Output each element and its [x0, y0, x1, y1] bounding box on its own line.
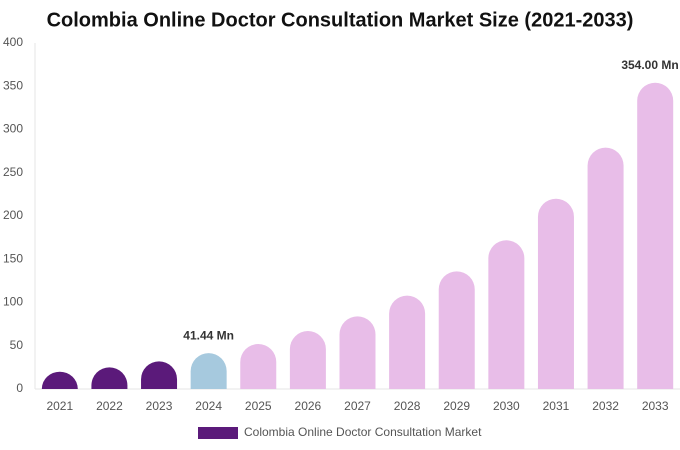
x-tick-label: 2031 — [543, 399, 570, 413]
chart-title: Colombia Online Doctor Consultation Mark… — [47, 9, 634, 31]
x-tick-label: 2026 — [295, 399, 322, 413]
bar — [637, 82, 674, 389]
bar — [91, 367, 128, 389]
x-tick-label: 2030 — [493, 399, 520, 413]
bar — [289, 331, 326, 389]
bar — [587, 147, 624, 389]
x-tick-label: 2021 — [46, 399, 73, 413]
x-tick-label: 2024 — [195, 399, 222, 413]
bar — [488, 240, 525, 389]
x-tick-label: 2025 — [245, 399, 272, 413]
y-tick-label: 350 — [3, 78, 23, 92]
x-tick-label: 2032 — [592, 399, 619, 413]
x-tick-label: 2022 — [96, 399, 123, 413]
y-tick-label: 100 — [3, 295, 23, 309]
bar — [240, 344, 277, 389]
y-tick-label: 150 — [3, 251, 23, 265]
bar — [141, 361, 178, 389]
bar — [389, 295, 426, 389]
value-label: 354.00 Mn — [621, 58, 678, 72]
bar — [41, 371, 78, 389]
x-tick-label: 2027 — [344, 399, 371, 413]
y-tick-label: 300 — [3, 122, 23, 136]
y-tick-label: 250 — [3, 165, 23, 179]
bar — [190, 353, 227, 389]
bar — [438, 271, 475, 389]
bar — [537, 198, 574, 389]
bar — [339, 316, 376, 389]
x-tick-label: 2029 — [443, 399, 470, 413]
value-label: 41.44 Mn — [183, 328, 234, 342]
legend-label: Colombia Online Doctor Consultation Mark… — [244, 425, 482, 439]
x-tick-label: 2023 — [146, 399, 173, 413]
y-tick-label: 0 — [16, 381, 23, 395]
y-tick-label: 400 — [3, 35, 23, 49]
x-tick-label: 2028 — [394, 399, 421, 413]
x-tick-label: 2033 — [642, 399, 669, 413]
legend-swatch — [198, 427, 238, 439]
y-tick-label: 50 — [10, 338, 24, 352]
y-tick-label: 200 — [3, 208, 23, 222]
